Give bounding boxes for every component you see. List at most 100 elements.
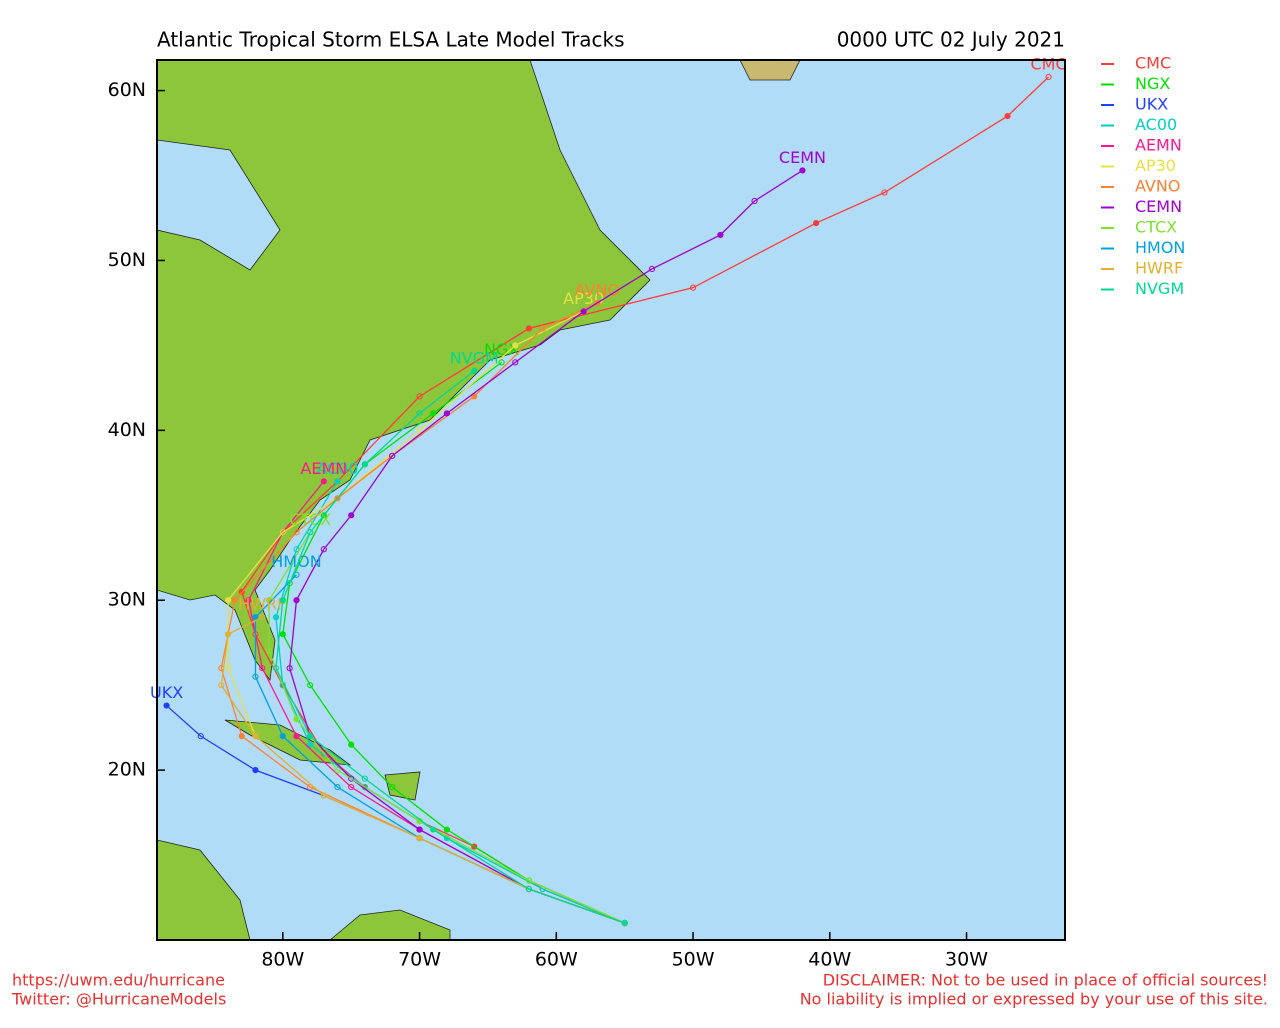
track-point [430,826,437,833]
track-point [293,733,300,740]
track-point [416,393,423,400]
track-point [252,767,259,774]
track [220,616,625,924]
track-point [1004,112,1011,120]
footer-right: No liability is implied or expressed by … [800,990,1268,1009]
track [282,361,625,924]
track-point [279,597,286,604]
hispaniola [384,771,421,801]
track-point [689,284,697,291]
track-point [416,427,423,434]
track-point [279,529,286,536]
title: Atlantic Tropical Storm ELSA Late Model … [157,28,625,52]
cuba [224,719,352,766]
track-point [621,919,628,927]
track-point [320,478,327,485]
track-point [259,665,266,672]
track-point [320,546,327,553]
track-point [252,614,259,621]
track-label: AP30 [563,289,604,308]
track-label: AEMN [300,459,347,478]
track-point [348,741,355,748]
track-point [443,410,451,417]
track-point [348,775,355,782]
north-america [156,59,651,682]
track-point [286,665,293,672]
track-point [279,733,286,740]
lon-tick-label: 60W [535,949,578,971]
track-point [320,792,327,799]
legend-label: AC00 [1135,115,1177,134]
legend-label: UKX [1135,95,1168,114]
track-point [163,702,170,709]
track-point [416,826,423,833]
track-label: CEMN [779,148,826,167]
track-point [361,775,368,782]
track-point [293,529,300,536]
track-point [197,733,204,740]
track-point [259,614,266,621]
lat-tick-label: 40N [108,419,146,441]
track-point [799,167,806,174]
track-label: HWRF [238,595,286,614]
track-label: UKX [150,683,183,702]
legend-label: CEMN [1135,197,1182,216]
track-point [512,359,519,366]
track-point [252,733,259,740]
track-point [361,461,368,468]
track-point [307,733,314,740]
track-point [348,784,355,791]
track-point [272,614,280,621]
track-label: AC00 [316,459,358,478]
track-point [293,546,300,553]
track-point [525,885,533,893]
track-point [307,741,314,748]
track-point [813,219,820,227]
track-point [307,529,314,536]
lat-tick-label: 50N [108,249,146,271]
track-point [225,665,232,672]
legend-label: CMC [1135,54,1171,73]
track-point [1045,73,1052,81]
greenland [739,59,801,81]
footer-left: Twitter: @HurricaneModels [11,990,226,1009]
track-point [293,571,300,578]
track-label: HMON [271,552,321,571]
legend-label: NVGM [1135,279,1184,298]
lon-tick-label: 80W [261,949,304,971]
footer-left: https://uwm.edu/hurricane [12,971,225,990]
lon-tick-label: 30W [945,949,988,971]
track-point [225,631,232,638]
lat-tick-label: 20N [108,759,146,781]
track-point [272,665,280,672]
track-point [266,648,273,655]
legend-label: CTCX [1135,218,1177,237]
legend-label: AVNO [1135,177,1180,196]
map-frame [156,59,1066,941]
track-point [334,478,341,485]
track-point [218,682,225,689]
track-point [430,410,437,417]
track-point [717,231,724,239]
track-point [580,308,587,315]
track-point [279,631,286,638]
lat-tick-label: 30N [108,589,146,611]
track [268,531,625,924]
track-point [498,359,505,366]
track-point [389,784,396,791]
track-point [648,265,656,273]
track-point [245,597,252,604]
track-point [348,512,355,519]
track-point [471,367,478,374]
date: 0000 UTC 02 July 2021 [837,28,1065,52]
lon-tick-label: 70W [398,949,441,971]
track-point [293,716,300,723]
track-point [252,673,259,680]
track-point [231,597,239,604]
track-label: AVNO [575,280,620,299]
track-label: CMC [1031,54,1067,73]
track-label: NGX [484,340,519,359]
track-point [881,189,888,196]
track-point [525,325,533,332]
track-point [293,597,300,604]
